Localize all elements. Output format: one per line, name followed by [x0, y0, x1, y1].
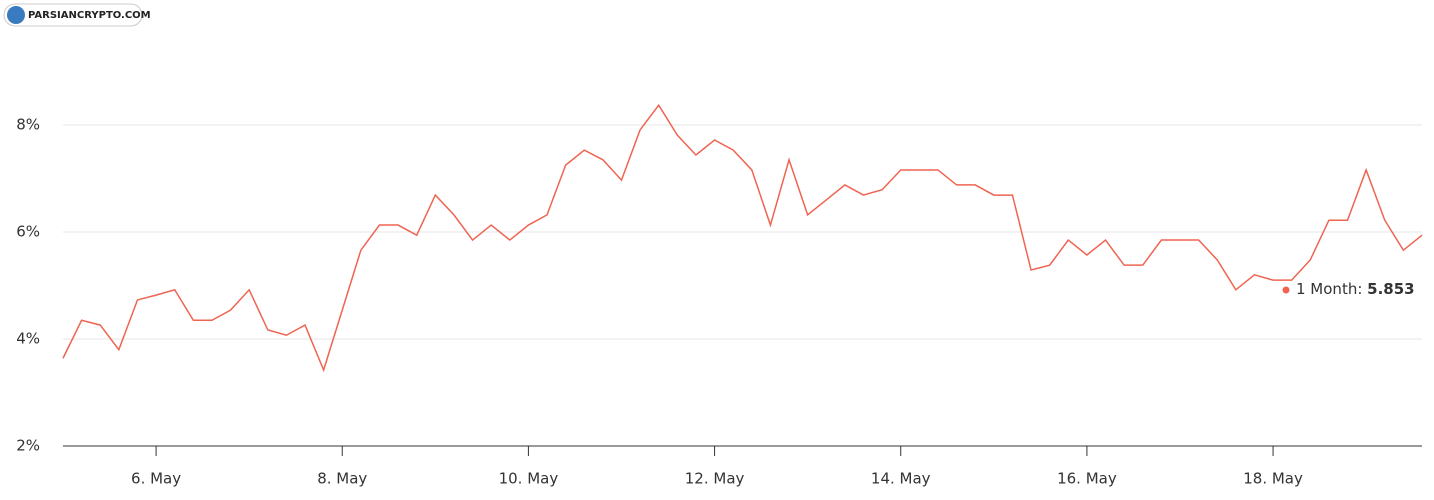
x-tick-label: 8. May [317, 470, 367, 488]
y-tick-label: 4% [16, 330, 40, 348]
y-tick-label: 2% [16, 437, 40, 455]
x-tick-label: 16. May [1057, 470, 1117, 488]
x-tick-label: 10. May [499, 470, 559, 488]
x-tick-label: 14. May [871, 470, 931, 488]
tooltip: 1 Month: 5.853 [1296, 280, 1415, 298]
watermark: PARSIANCRYPTO.COM [28, 10, 151, 21]
y-tick-label: 6% [16, 223, 40, 241]
tooltip-value: 5.853 [1367, 280, 1414, 298]
tooltip-marker [1282, 286, 1290, 294]
line-series [62, 103, 1423, 373]
watermark-icon [7, 6, 25, 24]
y-tick-label: 8% [16, 116, 40, 134]
x-tick-label: 6. May [131, 470, 181, 488]
tooltip-label: 1 Month: [1296, 280, 1362, 298]
x-tick-label: 18. May [1243, 470, 1303, 488]
watermark-badge [3, 3, 143, 27]
x-tick-label: 12. May [685, 470, 745, 488]
